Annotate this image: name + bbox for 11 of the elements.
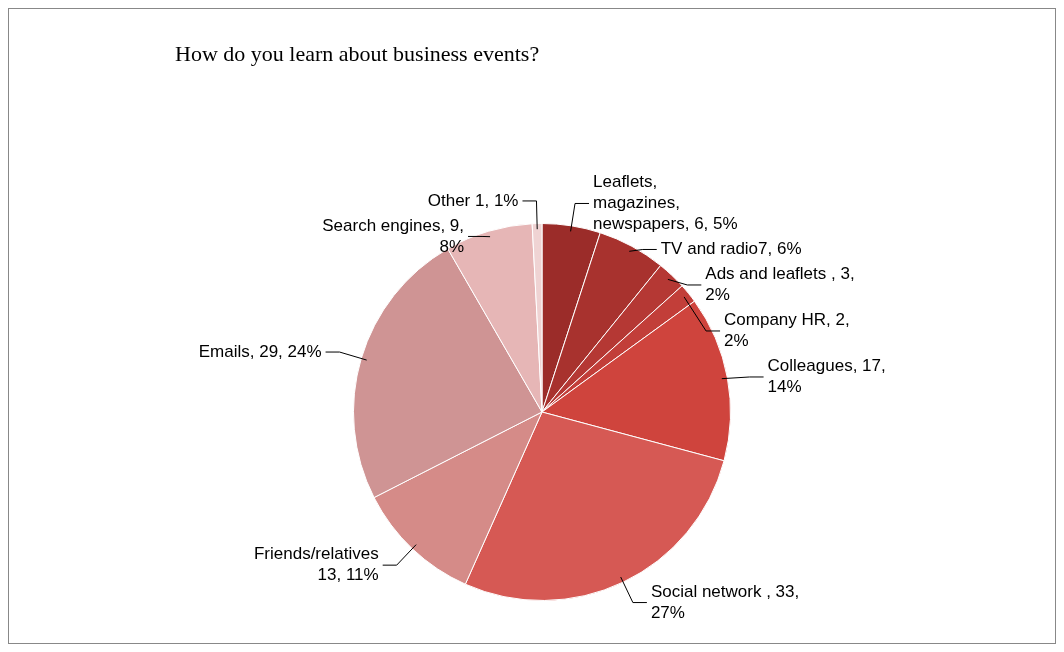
slice-label: Ads and leaflets , 3, 2% <box>705 264 855 305</box>
slice-label: Company HR, 2, 2% <box>724 310 850 351</box>
slice-label: Social network , 33, 27% <box>650 581 800 622</box>
slice-label: Search engines, 9, 8% <box>322 215 465 256</box>
slice-label: Other 1, 1% <box>427 190 519 210</box>
slice-label: Colleagues, 17, 14% <box>767 356 886 397</box>
slice-label: Emails, 29, 24% <box>198 341 322 361</box>
slice-label: Leaflets, magazines, newspapers, 6, 5% <box>593 172 738 234</box>
chart-title: How do you learn about business events? <box>175 40 540 66</box>
slice-label: Friends/relatives 13, 11% <box>253 544 379 585</box>
slice-label: TV and radio7, 6% <box>660 239 802 259</box>
